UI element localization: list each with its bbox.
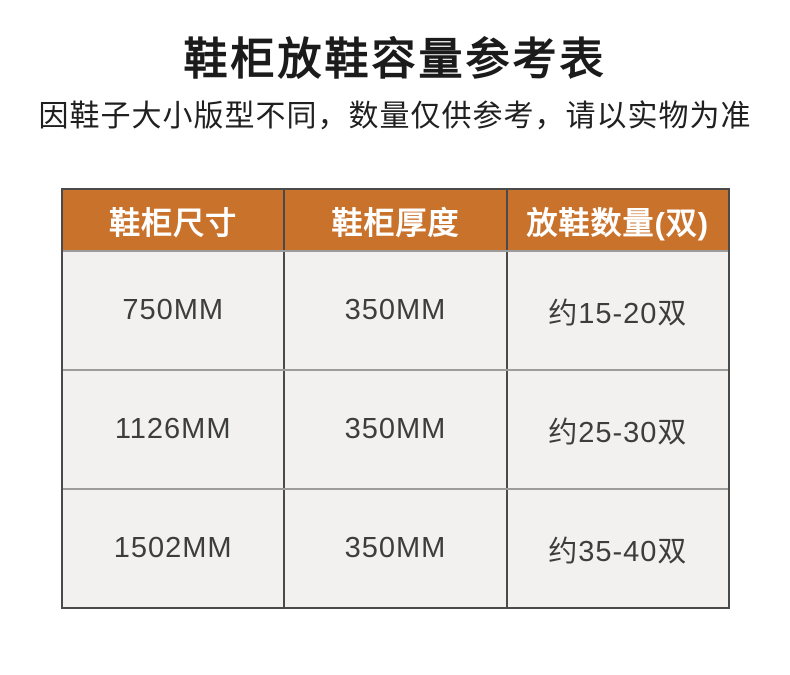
cell-size: 750MM — [63, 252, 286, 369]
column-header-cabinet-size: 鞋柜尺寸 — [63, 190, 286, 250]
cell-size: 1502MM — [63, 490, 286, 607]
cell-depth: 350MM — [285, 490, 508, 607]
table-row: 750MM 350MM 约15-20双 — [63, 250, 728, 369]
column-header-shoe-capacity: 放鞋数量(双) — [526, 205, 710, 241]
capacity-table: 鞋柜尺寸 鞋柜厚度 放鞋数量(双) 750MM 350MM 约15-20双 11… — [61, 188, 730, 609]
table-row: 1502MM 350MM 约35-40双 — [63, 488, 728, 607]
cell-size: 1126MM — [63, 371, 286, 488]
cell-capacity: 约25-30双 — [548, 416, 688, 449]
capacity-table-grid: 鞋柜尺寸 鞋柜厚度 放鞋数量(双) 750MM 350MM 约15-20双 11… — [61, 188, 730, 609]
cell-depth: 350MM — [285, 252, 508, 369]
column-header-cabinet-depth: 鞋柜厚度 — [285, 190, 508, 250]
page-subtitle: 因鞋子大小版型不同，数量仅供参考，请以实物为准 — [38, 100, 752, 133]
table-row: 1126MM 350MM 约25-30双 — [63, 369, 728, 488]
table-header-row: 鞋柜尺寸 鞋柜厚度 放鞋数量(双) — [63, 190, 728, 250]
cell-capacity: 约35-40双 — [548, 535, 688, 568]
cell-capacity: 约15-20双 — [548, 297, 688, 330]
page-title: 鞋柜放鞋容量参考表 — [183, 35, 607, 84]
cell-depth: 350MM — [285, 371, 508, 488]
